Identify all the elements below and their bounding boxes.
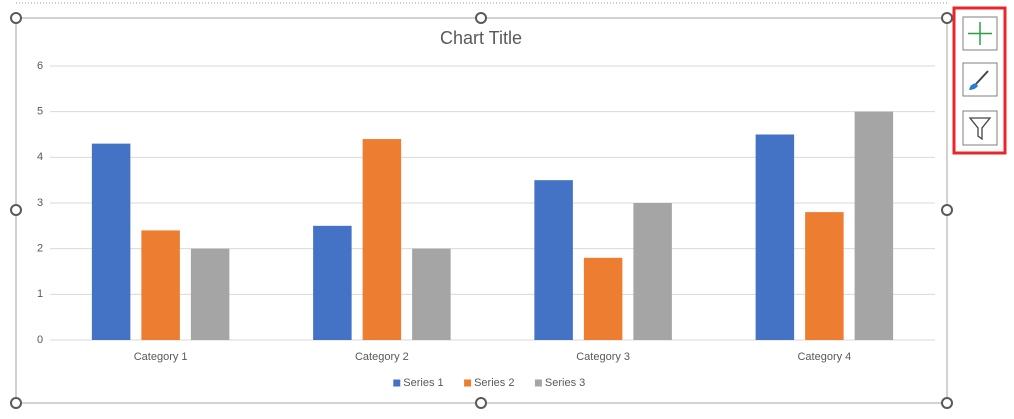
handle[interactable]: [475, 12, 487, 24]
bar: [854, 111, 894, 341]
highlight-box: [952, 6, 1007, 155]
x-tick-label: Category 1: [134, 351, 188, 363]
selection-handles: [10, 12, 953, 409]
bar: [362, 139, 402, 340]
bar: [805, 212, 844, 340]
y-tick-label: 5: [37, 106, 43, 118]
plot-area: 0 1 2 3 4 5 6 Category 1 Category 2 Category 3 Cat…: [37, 60, 935, 389]
bar: [91, 143, 131, 340]
chart-title[interactable]: Chart Title: [440, 28, 522, 48]
chart-styles-button[interactable]: [962, 62, 998, 97]
handle[interactable]: [475, 397, 487, 409]
legend-swatch: [393, 379, 401, 387]
legend-label: Series 3: [545, 377, 585, 389]
bar: [141, 230, 180, 340]
handle[interactable]: [941, 204, 953, 216]
y-tick-label: 6: [37, 60, 43, 72]
bar: [755, 134, 795, 340]
y-tick-label: 4: [37, 151, 43, 163]
handle[interactable]: [10, 204, 22, 216]
y-tick-label: 1: [37, 288, 43, 300]
handle[interactable]: [941, 397, 953, 409]
chart-frame[interactable]: [15, 17, 948, 404]
legend-swatch: [534, 379, 542, 387]
bar: [412, 248, 451, 340]
y-tick-label: 2: [37, 243, 43, 255]
bar: [583, 257, 623, 340]
legend-label: Series 2: [474, 377, 514, 389]
handle[interactable]: [10, 397, 22, 409]
bar: [534, 180, 573, 340]
x-tick-label: Category 3: [576, 351, 630, 363]
bar: [313, 225, 352, 340]
bar: [633, 203, 672, 340]
handle[interactable]: [10, 12, 22, 24]
chart-elements-button[interactable]: [962, 16, 998, 51]
x-tick-label: Category 4: [797, 351, 851, 363]
legend-label: Series 1: [403, 377, 443, 389]
chart-filters-button[interactable]: [962, 110, 998, 146]
bar: [190, 248, 230, 340]
y-tick-label: 3: [37, 197, 43, 209]
x-tick-label: Category 2: [355, 351, 409, 363]
y-tick-label: 0: [37, 334, 43, 346]
handle[interactable]: [941, 12, 953, 24]
legend-swatch: [464, 379, 472, 387]
